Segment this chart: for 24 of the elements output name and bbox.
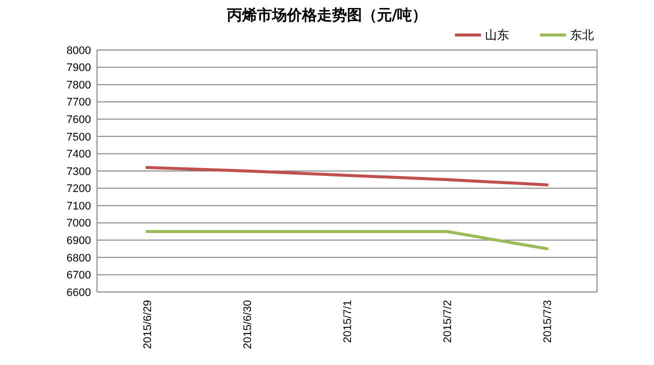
y-tick-label: 6700: [66, 270, 91, 282]
line-series: [146, 166, 548, 186]
legend-label: 山东: [485, 28, 509, 42]
x-tick-label: 2015/6/30: [242, 300, 254, 349]
x-tick-label: 2015/7/1: [342, 300, 354, 343]
y-tick-label: 7300: [66, 166, 91, 178]
y-tick-label: 6900: [66, 234, 91, 247]
x-tick-label: 2015/7/3: [542, 300, 554, 343]
y-tick-label: 7200: [66, 183, 91, 196]
y-tick-label: 6600: [66, 286, 91, 299]
y-tick-label: 7700: [66, 96, 91, 109]
y-tick-label: 7600: [66, 114, 91, 126]
legend-label: 东北: [570, 28, 594, 42]
y-tick-label: 7000: [66, 218, 91, 230]
chart-title: 丙烯市场价格走势图（元/吨）: [226, 6, 428, 24]
y-tick-label: 7800: [66, 79, 91, 92]
x-tick-label: 2015/6/29: [142, 300, 154, 349]
x-tick-label: 2015/7/2: [442, 300, 454, 343]
y-tick-label: 6800: [66, 252, 91, 264]
y-tick-label: 7100: [66, 200, 91, 212]
y-tick-label: 7400: [66, 148, 91, 161]
y-tick-label: 8000: [66, 44, 91, 57]
y-tick-label: 7900: [66, 62, 91, 74]
y-tick-label: 7500: [66, 131, 91, 144]
